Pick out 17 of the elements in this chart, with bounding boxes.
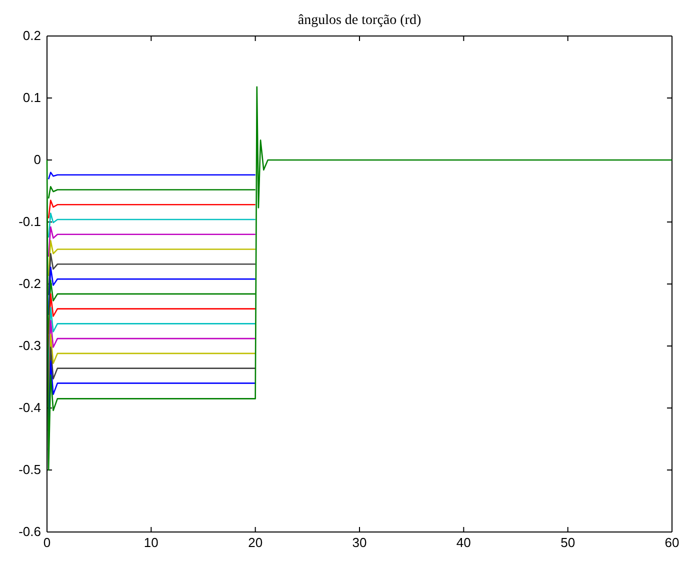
x-tick-label: 10 <box>144 535 158 550</box>
y-tick-label: -0.4 <box>18 400 41 416</box>
y-tick-label: 0.1 <box>22 90 41 106</box>
chart-title: ângulos de torção (rd) <box>298 13 422 28</box>
y-tick-label: -0.2 <box>18 276 41 292</box>
y-tick-label: -0.1 <box>18 214 41 230</box>
x-tick-label: 30 <box>352 535 367 550</box>
x-tick-label: 20 <box>248 535 263 550</box>
y-tick-label: -0.3 <box>18 338 41 354</box>
y-tick-label: -0.5 <box>18 462 41 478</box>
x-tick-label: 40 <box>456 535 471 550</box>
x-tick-label: 60 <box>664 535 680 550</box>
y-tick-label: 0 <box>34 152 41 168</box>
y-tick-label: -0.6 <box>18 524 41 540</box>
x-tick-label: 50 <box>560 535 576 550</box>
x-tick-label: 0 <box>43 535 51 550</box>
y-tick-label: 0.2 <box>22 28 41 44</box>
